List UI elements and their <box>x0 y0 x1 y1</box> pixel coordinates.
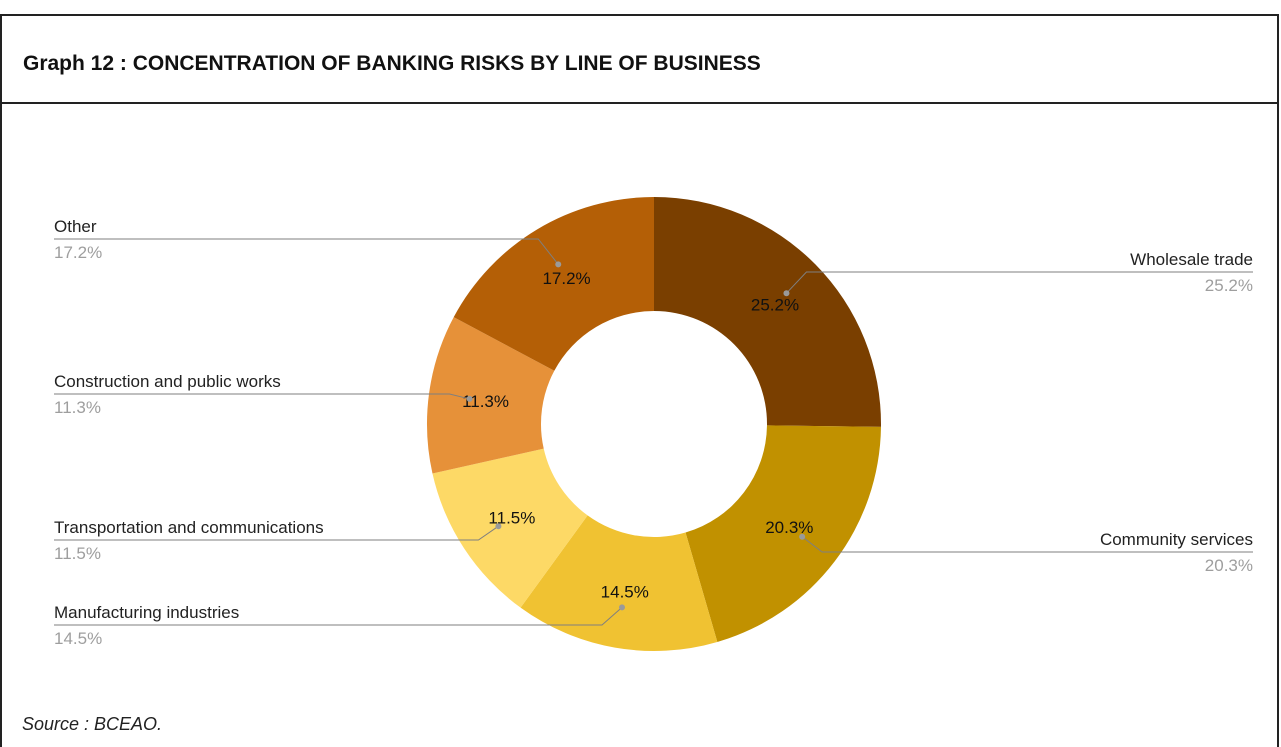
legend-pct-0: 25.2% <box>1205 276 1253 295</box>
leader-dot-2 <box>618 604 625 611</box>
slice-value-label-2: 14.5% <box>601 582 649 601</box>
leader-dot-3 <box>495 523 502 530</box>
leader-dot-0 <box>783 290 790 297</box>
legend-label-3: Transportation and communications <box>54 518 324 537</box>
slice-value-label-5: 17.2% <box>542 269 590 288</box>
slice-5 <box>453 197 654 371</box>
legend-label-2: Manufacturing industries <box>54 603 239 622</box>
leader-line-2 <box>54 606 623 626</box>
legend-pct-1: 20.3% <box>1205 556 1253 575</box>
chart-frame: Graph 12 : CONCENTRATION OF BANKING RISK… <box>0 14 1279 747</box>
chart-header: Graph 12 : CONCENTRATION OF BANKING RISK… <box>2 16 1277 104</box>
leader-line-1 <box>801 536 1253 553</box>
slice-4 <box>426 317 555 474</box>
chart-title: Graph 12 : CONCENTRATION OF BANKING RISK… <box>23 52 761 75</box>
slice-2 <box>520 515 718 651</box>
leader-line-3 <box>54 525 499 541</box>
leader-line-5 <box>54 238 559 265</box>
slice-value-label-4: 11.3% <box>462 392 509 411</box>
slice-value-label-3: 11.5% <box>488 508 535 527</box>
slice-1 <box>685 425 881 642</box>
source-note: Source : BCEAO. <box>22 714 163 734</box>
leader-dot-1 <box>799 533 806 540</box>
legend-pct-4: 11.3% <box>54 398 101 417</box>
slice-0 <box>654 197 881 427</box>
legend-label-1: Community services <box>1100 530 1253 549</box>
leader-dot-4 <box>466 395 473 402</box>
legend-label-0: Wholesale trade <box>1130 250 1253 269</box>
slice-value-label-0: 25.2% <box>751 296 799 315</box>
leader-dot-5 <box>555 261 562 268</box>
slice-value-label-1: 20.3% <box>765 518 813 537</box>
legend-pct-5: 17.2% <box>54 243 102 262</box>
leader-line-0 <box>786 271 1253 294</box>
legend-label-4: Construction and public works <box>54 372 281 391</box>
slice-3 <box>432 448 588 608</box>
legend-pct-2: 14.5% <box>54 629 102 648</box>
leader-line-4 <box>54 393 470 400</box>
legend-label-5: Other <box>54 217 97 236</box>
legend-pct-3: 11.5% <box>54 544 101 563</box>
